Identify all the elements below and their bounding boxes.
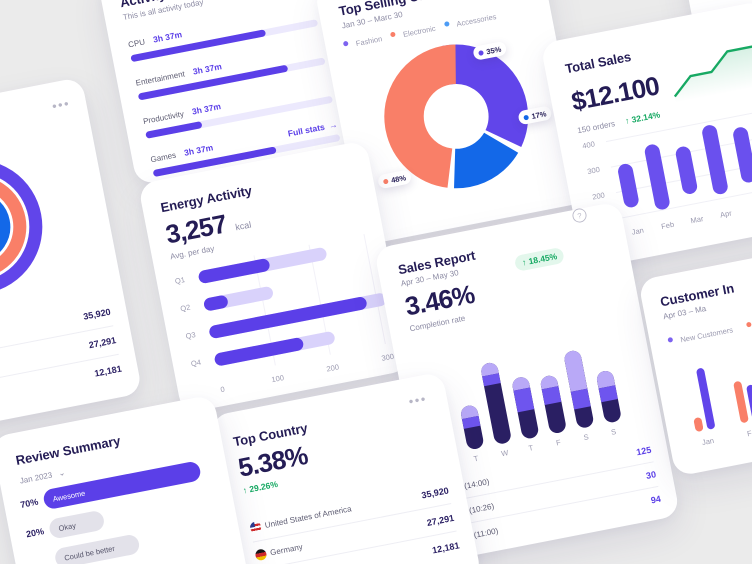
legend-value-mobile: 35,920 [82,306,112,322]
energy-x-tick-300: 300 [380,351,395,363]
total-sales-orders: 150 orders [576,119,616,136]
energy-cat-q3: Q3 [184,330,197,341]
legend-label-new-customers: New Customers [679,325,734,345]
tag-dot-fashion [478,50,484,56]
activity-row-label: Games [149,150,177,165]
activity-row-label: CPU [127,37,146,50]
legend-label-accessories: Accessories [455,12,498,29]
legend-value-desktop: 12,181 [93,363,123,379]
legend-fashion: Fashion [342,28,384,53]
review-pct: 70% [19,496,40,510]
sales-x-tick-s2: S [610,426,617,437]
tag-value-electronic: 48% [390,172,407,185]
review-label: Could be better [63,543,116,563]
review-pct: 20% [25,526,45,540]
customer-x-tick-jan: Jan [701,435,715,448]
top-selling-donut-chart [384,44,529,189]
energy-x-tick-0: 0 [219,384,226,395]
tag-value-accessories: 17% [530,108,548,121]
legend-dot-new-customers [667,337,674,344]
activity-row-label: Productivity [142,109,185,127]
sales-report-delta-badge: ↑ 18.45% [513,246,566,272]
review-label: Okay [57,520,77,533]
top-selling-category-card: Top Selling Category Jan 30 – Marc 30 Fa… [314,0,588,246]
arrow-right-icon: → [327,119,339,131]
energy-cat-q1: Q1 [174,275,186,286]
customer-x-tick-feb: Feb [746,427,752,439]
x-tick-jan: Jan [630,225,645,237]
energy-activity-bar-chart: Q1 Q2 Q3 Q4 0 100 200 300 [171,233,396,400]
devices-card-menu[interactable]: ••• [50,95,72,114]
total-sales-title: Total Sales [563,48,633,77]
bar-may [731,125,752,184]
total-sales-card: Total Sales $12.100 150 orders ↑ 32.14% … [540,0,752,270]
legend-dot-fashion [342,40,349,47]
country-value: 12,181 [431,539,461,555]
question-circle-icon[interactable]: ? [571,207,589,225]
country-value: 35,920 [420,484,450,500]
energy-cat-q2: Q2 [179,302,192,314]
top-country-menu[interactable]: ••• [407,390,429,410]
y-tick-200: 200 [591,190,606,202]
sales-x-tick-f: F [555,437,562,448]
energy-x-tick-100: 100 [270,373,285,385]
review-summary-period[interactable]: Jan 2023 [19,470,54,486]
activity-row-time: 3h 37m [191,61,223,77]
bar-mar [674,145,699,196]
sales-x-tick-s1: S [582,432,590,443]
energy-activity-card: Energy Activity 3,257 kcal Avg. per day … [137,140,411,414]
y-tick-400: 400 [581,139,596,151]
sales-list-value: 94 [649,493,662,506]
tag-dot-accessories [523,114,530,121]
energy-x-tick-200: 200 [325,362,340,374]
legend-dot-accessories [443,21,450,28]
sales-list-value: 30 [645,469,657,481]
country-name: Germany [269,542,304,558]
review-summary-card: Review Summary Jan 2023 ⌄ 70% Awesome 20… [0,394,252,564]
bar-jan [616,162,640,209]
energy-activity-unit: kcal [234,219,253,233]
total-sales-delta: ↑ 32.14% [624,109,661,126]
tag-dot-electronic [382,178,389,185]
legend-dot-returning [746,321,752,328]
review-bar-could-be-better: Could be better [53,533,141,564]
bar-feb [643,143,671,211]
review-bar-okay: Okay [47,509,106,540]
review-label: Awesome [51,488,86,504]
activity-row-time: 3h 37m [191,101,222,117]
x-tick-apr: Apr [719,208,733,220]
tag-value-fashion: 35% [485,44,502,56]
legend-value-tablet: 27,291 [88,335,117,351]
y-tick-300: 300 [586,164,601,177]
legend-label-electronic: Electronic [402,23,437,39]
legend-label-fashion: Fashion [355,34,383,49]
total-sales-trend-line [673,30,752,103]
review-pct [32,559,56,564]
svg-text:?: ? [577,211,583,221]
devices-radial-chart [0,159,43,295]
flag-germany-icon [254,548,268,562]
sales-x-tick-w: W [500,447,510,459]
x-tick-mar: Mar [689,214,705,226]
country-value: 27,291 [425,512,455,528]
activity-row-time: 3h 37m [152,29,183,45]
sales-x-tick-t1: T [472,453,480,464]
sales-list-value: 125 [635,444,653,458]
chevron-down-icon[interactable]: ⌄ [57,467,66,479]
legend-dot-electronic [390,31,397,38]
energy-cat-q4: Q4 [190,357,202,369]
activity-row-time: 3h 37m [183,142,214,158]
flag-usa-icon [249,520,263,534]
devices-card: ••• Mobile 35,920 Tablet 27,291 Desktop [0,76,143,438]
x-tick-feb: Feb [660,219,675,232]
bar-apr [700,123,729,196]
sales-x-tick-t2: T [527,443,535,453]
